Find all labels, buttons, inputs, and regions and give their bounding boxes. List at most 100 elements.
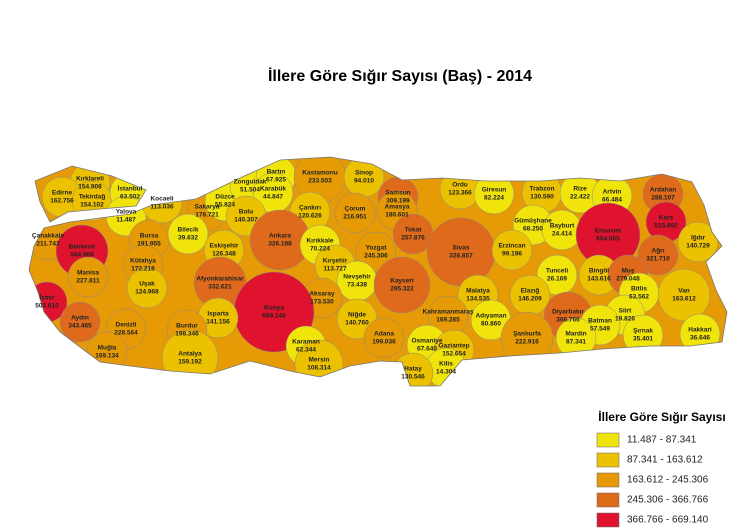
province-value: 222.916 [515, 339, 539, 346]
province-name: Ordu [452, 182, 468, 189]
province-name: Şanlıurfa [513, 331, 541, 338]
province-value: 94.010 [354, 178, 374, 185]
province-name: Artvin [603, 189, 622, 196]
province-name: Bolu [239, 209, 253, 216]
legend-title: İllere Göre Sığır Sayısı [598, 409, 725, 424]
province-value: 134.535 [466, 296, 490, 303]
province-name: Trabzon [530, 186, 555, 193]
legend-swatch [596, 472, 620, 488]
province [59, 301, 101, 343]
province-value: 57.549 [590, 326, 610, 333]
province-name: Karaman [292, 339, 320, 346]
province-name: Çankırı [299, 205, 321, 212]
province-value: 172.218 [131, 266, 155, 273]
province-value: 366.766 [556, 317, 580, 324]
province-name: Ağrı [652, 248, 665, 255]
province-value: 326.857 [449, 253, 473, 260]
province-name: Çorum [345, 206, 366, 213]
province-name: Sakarya [195, 204, 220, 211]
province-value: 73.438 [347, 282, 367, 289]
province-value: 22.422 [570, 194, 590, 201]
province [126, 267, 168, 309]
legend-swatch [596, 452, 620, 468]
province-regions [29, 157, 721, 386]
province-name: İstanbul [118, 185, 143, 193]
province-name: Isparta [207, 311, 229, 318]
province-value: 211.743 [36, 241, 60, 248]
province-name: Sivas [453, 245, 470, 252]
province-name: İzmir [39, 294, 55, 302]
province-name: Bitlis [631, 286, 647, 293]
province-value: 19.826 [615, 316, 635, 323]
province-name: Muş [622, 268, 635, 275]
province-value: 82.224 [484, 195, 504, 202]
province-name: Kırıkkale [306, 238, 333, 245]
province-name: Adana [374, 331, 394, 338]
province-value: 216.951 [343, 214, 367, 221]
province [67, 256, 109, 298]
province-name: Osmaniye [411, 338, 442, 345]
province-value: 62.344 [296, 347, 316, 354]
province-value: 295.322 [390, 286, 414, 293]
province-labels: Kırklareli154.908Edirne162.756Tekirdağ15… [32, 169, 712, 381]
province-value: 321.710 [646, 256, 670, 263]
province [657, 268, 711, 322]
province-value: 120.626 [298, 213, 322, 220]
province-name: Mersin [309, 357, 330, 364]
province-value: 68.250 [523, 226, 543, 233]
province-value: 228.564 [114, 330, 138, 337]
province-value: 173.530 [310, 299, 334, 306]
province-value: 140.307 [234, 217, 258, 224]
province-value: 178.721 [195, 212, 219, 219]
province-value: 515.892 [654, 223, 678, 230]
province-name: Edirne [52, 190, 73, 197]
province-value: 87.341 [566, 339, 586, 346]
province-name: Erzurum [595, 228, 622, 235]
province-value: 99.196 [502, 251, 522, 258]
province-name: Afyonkarahisar [196, 276, 244, 283]
legend-label: 87.341 - 163.612 [627, 455, 703, 466]
legend-swatch [596, 512, 620, 528]
province-name: Hatay [404, 366, 422, 373]
province-name: Tokat [405, 227, 423, 234]
province-name: Rize [573, 186, 587, 193]
province-value: 180.601 [385, 212, 409, 219]
province-value: 191.955 [137, 241, 161, 248]
province-name: Erzincan [498, 243, 525, 250]
province-name: Aksaray [309, 291, 335, 298]
province-name: Samsun [385, 190, 410, 197]
province-name: Mardin [565, 331, 586, 338]
province-name: Hakkari [688, 327, 712, 334]
province-name: Tunceli [546, 268, 568, 275]
province-name: Düzce [215, 194, 235, 201]
province-name: Kütahya [130, 258, 156, 265]
province-name: Kastamonu [302, 170, 337, 177]
province-name: Van [678, 288, 690, 295]
province [363, 317, 405, 359]
province-value: 130.546 [401, 374, 425, 381]
province-name: Adıyaman [475, 313, 506, 320]
province-name: Zonguldak [234, 179, 267, 186]
province-value: 669.140 [262, 313, 286, 320]
province [677, 221, 719, 263]
province-name: Bartın [267, 169, 286, 176]
province-name: Aydın [71, 315, 89, 322]
legend: 11.487 - 87.341 87.341 - 163.612 163.612 -… [596, 432, 709, 528]
province-name: Nevşehir [343, 274, 371, 281]
province-value: 26.169 [547, 276, 567, 283]
province-value: 35.401 [633, 336, 653, 343]
province-value: 80.860 [481, 321, 501, 328]
legend-label: 245.306 - 366.766 [627, 495, 709, 506]
province-name: Ardahan [650, 187, 676, 194]
province-value: 326.188 [268, 241, 292, 248]
province-value: 198.346 [175, 331, 199, 338]
province-value: 108.314 [307, 365, 331, 372]
province [167, 213, 209, 255]
province-name: Balıkesir [68, 244, 96, 251]
province-name: Kocaeli [150, 196, 173, 203]
province-name: Karabük [260, 186, 286, 193]
province-value: 11.487 [116, 217, 136, 224]
province-value: 503.615 [35, 303, 59, 310]
province-name: Kırşehir [323, 258, 348, 265]
